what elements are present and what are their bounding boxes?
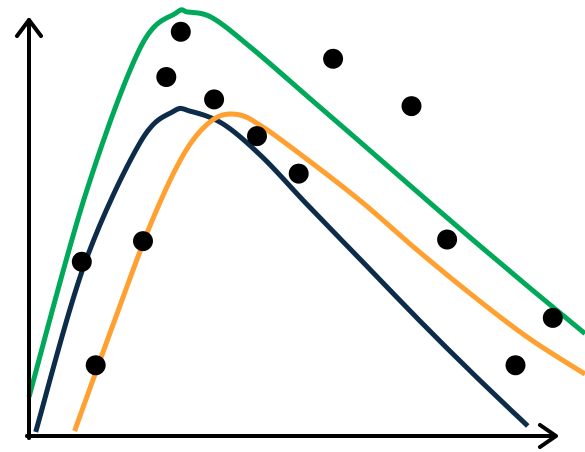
data-point-2 xyxy=(86,355,106,375)
data-point-6 xyxy=(204,89,224,109)
data-point-10 xyxy=(402,96,422,116)
data-point-8 xyxy=(289,164,309,184)
data-point-7 xyxy=(247,126,267,146)
series-curve-2 xyxy=(36,108,528,432)
data-point-13 xyxy=(543,308,563,328)
data-point-5 xyxy=(171,22,191,42)
data-point-1 xyxy=(72,252,92,272)
data-point-12 xyxy=(506,355,526,375)
data-point-11 xyxy=(437,230,457,250)
curves-layer xyxy=(29,10,585,432)
data-point-9 xyxy=(323,49,343,69)
data-point-3 xyxy=(133,231,153,251)
points-layer xyxy=(72,22,563,375)
data-point-4 xyxy=(156,67,176,87)
